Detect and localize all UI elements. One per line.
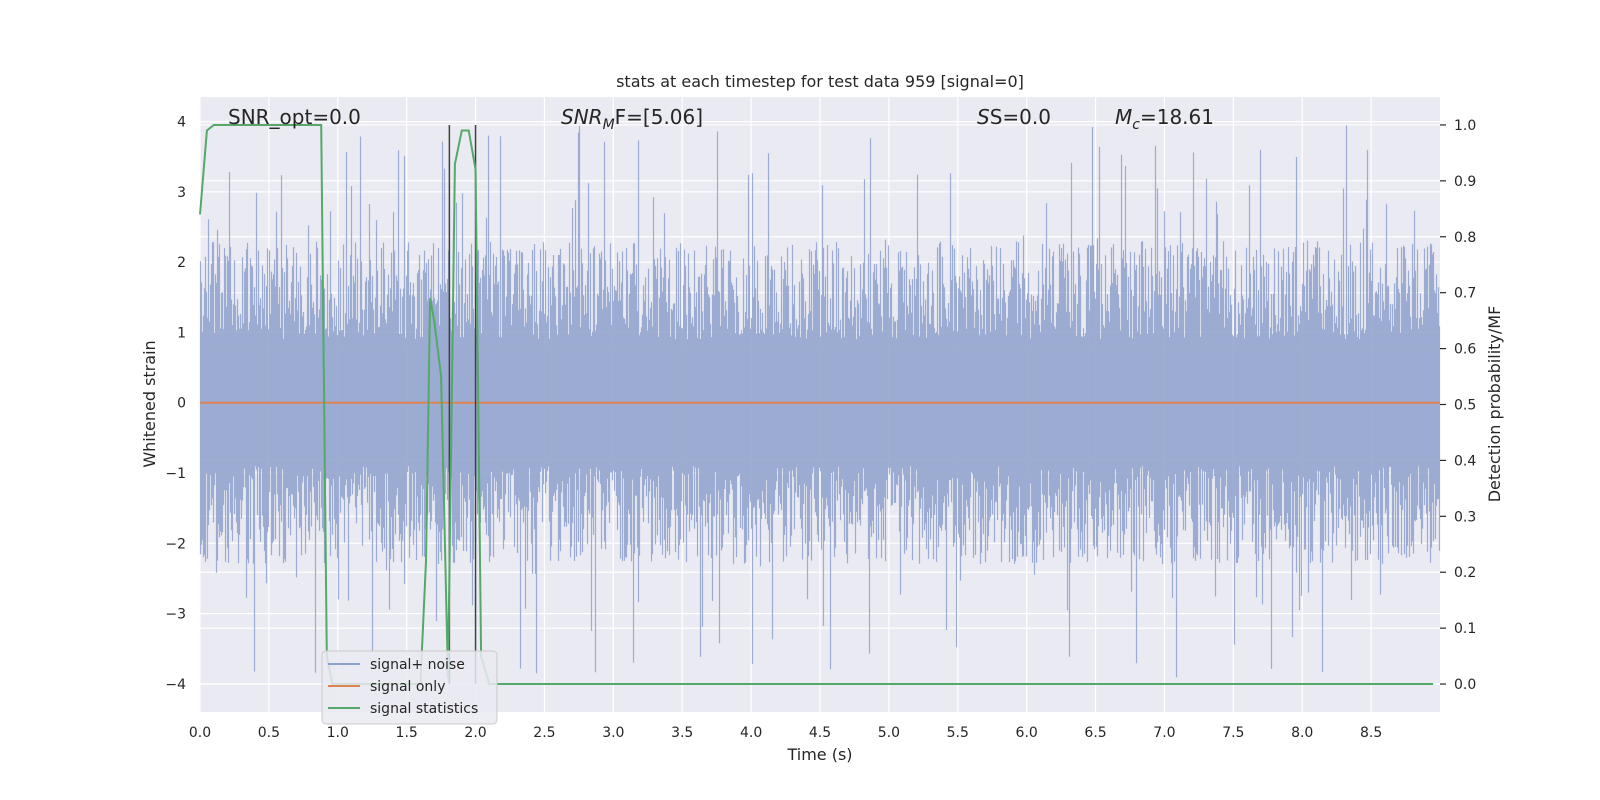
legend: signal+ noise signal only signal statist… — [321, 650, 498, 725]
x-tick-label-12: 6.0 — [1016, 725, 1038, 741]
annotation-s-stat: SS=0.0 — [977, 105, 1051, 129]
x-tick-label-6: 3.0 — [602, 725, 624, 741]
y-right-tick-label-5: 0.5 — [1454, 398, 1476, 414]
x-tick-label-1: 0.5 — [258, 725, 280, 741]
x-tick-label-15: 7.5 — [1222, 725, 1244, 741]
y-right-axis-ticks: 1.0 0.9 0.8 0.7 0.6 0.5 0.4 0.3 0.2 0.1 0.0 — [1440, 118, 1476, 693]
x-tick-label-8: 4.0 — [740, 725, 762, 741]
x-tick-label-11: 5.5 — [947, 725, 969, 741]
y-right-tick-label-4: 0.6 — [1454, 342, 1476, 358]
y-left-tick-label-0: 4 — [177, 115, 186, 131]
y-right-tick-label-10: 0.0 — [1454, 677, 1476, 693]
x-tick-label-3: 1.5 — [396, 725, 418, 741]
x-tick-label-4: 2.0 — [464, 725, 486, 741]
y-right-tick-label-8: 0.2 — [1454, 565, 1476, 581]
y-left-tick-label-6: −2 — [165, 536, 186, 552]
annotation-snr-opt: SNR_opt=0.0 — [228, 105, 361, 129]
y-right-tick-label-6: 0.4 — [1454, 453, 1476, 469]
legend-label-signal-only: signal only — [370, 679, 445, 695]
y-left-axis-label: Whitened strain — [140, 340, 159, 467]
x-tick-label-9: 4.5 — [809, 725, 831, 741]
signal-statistics-series — [199, 124, 1434, 685]
x-tick-label-17: 8.5 — [1360, 725, 1382, 741]
x-tick-label-10: 5.0 — [878, 725, 900, 741]
x-tick-label-13: 6.5 — [1084, 725, 1106, 741]
x-tick-label-5: 2.5 — [533, 725, 555, 741]
x-tick-label-16: 8.0 — [1291, 725, 1313, 741]
chart-title: stats at each timestep for test data 959… — [616, 72, 1024, 91]
annotation-mc: Mc=18.61 — [1115, 105, 1214, 133]
x-tick-label-14: 7.0 — [1153, 725, 1175, 741]
series-signal-statistics-line — [199, 124, 1434, 685]
x-axis-label: Time (s) — [786, 745, 852, 764]
legend-label-signal-statistics: signal statistics — [370, 701, 478, 717]
x-axis-ticks: 0.0 0.5 1.0 1.5 2.0 2.5 3.0 3.5 4.0 4.5 5.0 5.5 6.0 6… — [189, 725, 1382, 741]
y-right-axis-label: Detection probability/MF — [1485, 306, 1504, 503]
y-right-tick-label-3: 0.7 — [1454, 286, 1476, 302]
legend-label-signal-noise: signal+ noise — [370, 657, 465, 673]
y-left-tick-label-5: −1 — [165, 466, 186, 482]
y-left-tick-label-8: −4 — [165, 677, 186, 693]
y-left-tick-label-3: 1 — [177, 325, 186, 341]
y-left-tick-label-4: 0 — [177, 396, 186, 412]
y-left-tick-label-1: 3 — [177, 185, 186, 201]
y-right-tick-label-9: 0.1 — [1454, 621, 1476, 637]
y-right-tick-label-7: 0.3 — [1454, 509, 1476, 525]
y-left-axis-ticks: 4 3 2 1 0 −1 −2 −3 −4 — [165, 115, 186, 693]
y-left-tick-label-2: 2 — [177, 255, 186, 271]
legend-box — [321, 650, 498, 725]
y-right-tick-label-1: 0.9 — [1454, 174, 1476, 190]
x-tick-label-2: 1.0 — [327, 725, 349, 741]
y-right-tick-label-2: 0.8 — [1454, 230, 1476, 246]
annotation-snr-mf: SNRMF=[5.06] — [561, 105, 703, 133]
y-left-tick-label-7: −3 — [165, 607, 186, 623]
x-tick-label-0: 0.0 — [189, 725, 211, 741]
y-right-tick-label-0: 1.0 — [1454, 118, 1476, 134]
x-tick-label-7: 3.5 — [671, 725, 693, 741]
